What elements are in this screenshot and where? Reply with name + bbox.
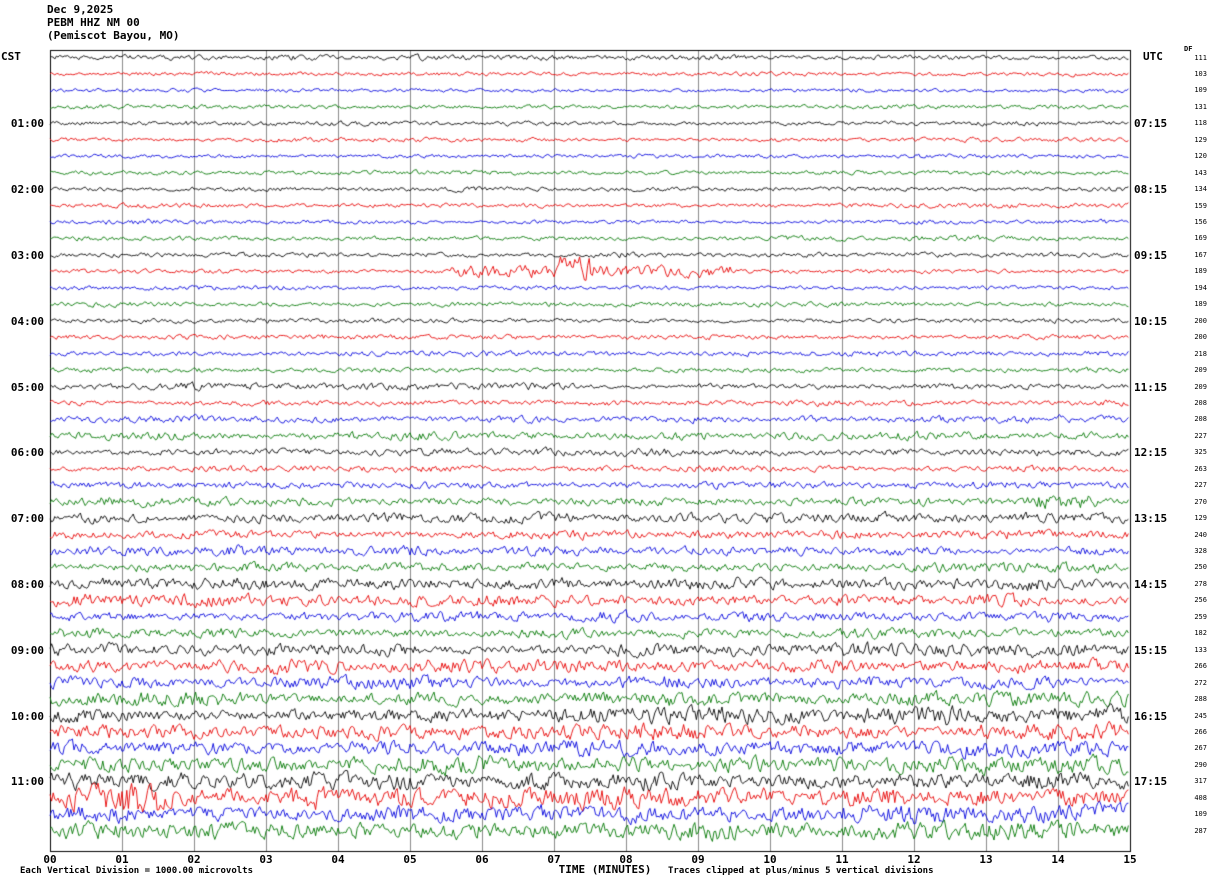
df-value: 218	[1194, 349, 1207, 358]
hour-label-left: 06:00	[10, 446, 44, 460]
hour-label-right: 16:15	[1134, 709, 1168, 723]
hour-label-left: 07:00	[10, 512, 44, 526]
x-tick-label: 01	[115, 853, 129, 866]
df-value: 133	[1194, 645, 1207, 654]
x-tick-label: 00	[43, 853, 57, 866]
df-value: 200	[1194, 333, 1207, 342]
hour-label-right: 11:15	[1134, 380, 1168, 394]
df-value: 266	[1194, 662, 1207, 671]
df-value: 317	[1194, 777, 1207, 786]
df-value: 120	[1194, 152, 1207, 161]
df-value: 256	[1194, 596, 1207, 605]
df-value: 245	[1194, 711, 1207, 720]
hour-label-left: 03:00	[10, 248, 44, 262]
df-value: 156	[1194, 218, 1207, 226]
df-value: 208	[1194, 415, 1207, 424]
vertical-scale-note: Each Vertical Division = 1000.00 microvo…	[20, 866, 253, 876]
x-tick-label: 09	[691, 853, 705, 866]
df-value: 288	[1194, 695, 1207, 704]
df-value: 240	[1194, 530, 1207, 539]
df-value: 189	[1194, 267, 1207, 276]
x-tick-label: 13	[979, 853, 993, 866]
hour-label-right: 17:15	[1134, 775, 1168, 789]
x-tick-label: 04	[331, 853, 345, 866]
x-tick-label: 08	[619, 853, 633, 866]
df-value: 259	[1194, 612, 1207, 621]
df-value: 227	[1194, 431, 1207, 440]
hour-label-right: 10:15	[1134, 314, 1168, 328]
hour-label-right: 12:15	[1134, 446, 1168, 460]
hour-label-right: 13:15	[1134, 512, 1168, 526]
clipping-note: Traces clipped at plus/minus 5 vertical …	[668, 866, 934, 876]
df-value: 209	[1194, 382, 1207, 391]
x-tick-label: 06	[475, 853, 489, 866]
df-value: 134	[1194, 185, 1207, 194]
df-value: 111	[1194, 53, 1207, 62]
df-value: 131	[1194, 102, 1207, 111]
df-value: 287	[1194, 826, 1207, 835]
df-value: 209	[1194, 366, 1207, 375]
df-value: 227	[1194, 481, 1207, 490]
df-value: 109	[1194, 810, 1207, 819]
x-tick-label: 11	[835, 853, 849, 866]
hour-label-right: 07:15	[1134, 117, 1168, 131]
df-value: 325	[1194, 448, 1207, 457]
hour-label-left: 09:00	[10, 643, 44, 657]
df-value: 129	[1194, 514, 1207, 523]
hour-label-right: 08:15	[1134, 183, 1168, 197]
df-value: 194	[1194, 283, 1207, 292]
df-value: 189	[1194, 300, 1207, 309]
df-value: 267	[1194, 744, 1207, 753]
x-tick-label: 10	[763, 853, 777, 866]
df-value: 278	[1194, 579, 1207, 588]
df-value: 103	[1194, 69, 1207, 78]
df-value: 143	[1194, 168, 1207, 177]
hour-label-left: 02:00	[10, 183, 44, 197]
x-axis-title: TIME (MINUTES)	[558, 863, 652, 876]
df-value: 182	[1194, 629, 1207, 638]
df-value: 270	[1194, 497, 1207, 506]
df-value: 200	[1194, 316, 1207, 325]
hour-label-left: 11:00	[10, 775, 44, 789]
x-tick-label: 14	[1051, 853, 1065, 866]
x-tick-label: 07	[547, 853, 561, 866]
hour-label-left: 10:00	[10, 709, 44, 723]
hour-label-left: 05:00	[10, 380, 44, 394]
x-tick-label: 05	[403, 853, 417, 866]
x-tick-label: 02	[187, 853, 201, 866]
df-value: 408	[1194, 793, 1207, 802]
df-value: 159	[1194, 201, 1207, 210]
df-value: 167	[1194, 250, 1207, 259]
df-value: 328	[1194, 547, 1207, 555]
df-value: 263	[1194, 464, 1207, 473]
df-value: 290	[1194, 760, 1207, 769]
df-value: 169	[1194, 234, 1207, 243]
df-value: 250	[1194, 563, 1207, 572]
df-value: 266	[1194, 727, 1207, 736]
x-tick-label: 12	[907, 853, 921, 866]
hour-label-left: 01:00	[10, 117, 44, 131]
hour-label-right: 14:15	[1134, 577, 1168, 591]
hour-label-right: 15:15	[1134, 643, 1168, 657]
hour-label-left: 08:00	[10, 577, 44, 591]
x-tick-label: 03	[259, 853, 273, 866]
df-value: 109	[1194, 86, 1207, 95]
df-value: 129	[1194, 135, 1207, 144]
df-value: 272	[1194, 678, 1207, 687]
hour-label-right: 09:15	[1134, 248, 1168, 262]
df-value: 208	[1194, 398, 1207, 407]
df-value: 118	[1194, 119, 1207, 128]
hour-label-left: 04:00	[10, 314, 44, 328]
x-tick-label: 15	[1123, 853, 1137, 866]
